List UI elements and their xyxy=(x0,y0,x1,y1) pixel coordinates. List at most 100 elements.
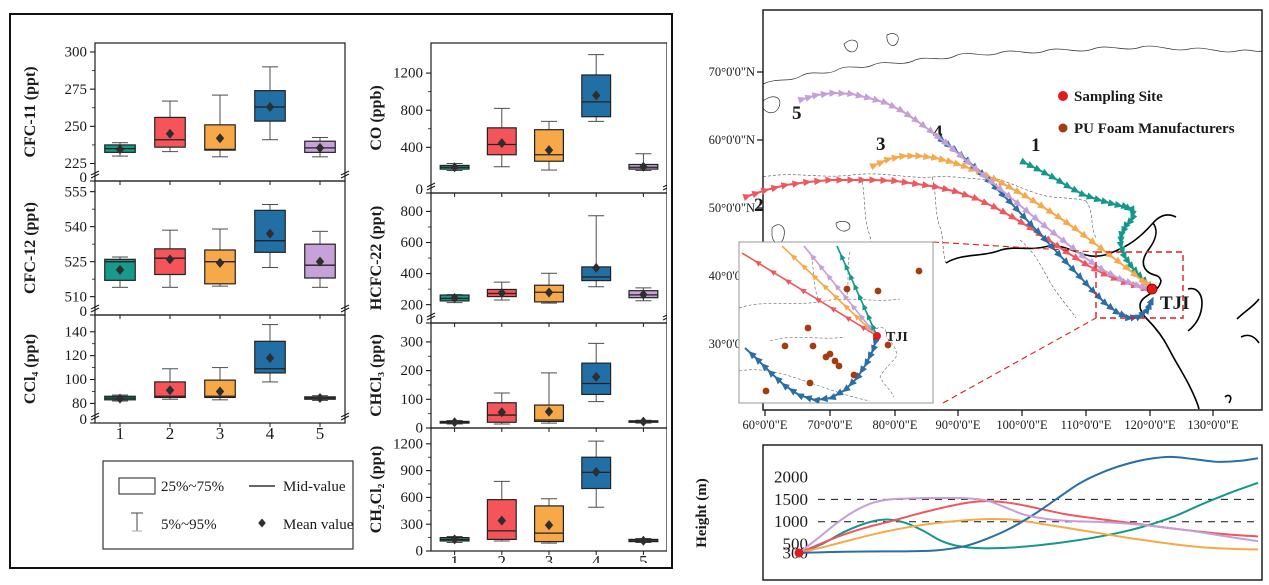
lon-tick-label: 100°0'0"E xyxy=(996,418,1048,430)
mean-marker xyxy=(544,406,554,417)
bold-coastline xyxy=(1139,222,1200,410)
zero-label: 0 xyxy=(80,170,88,186)
height-tick-label: 500 xyxy=(783,535,809,554)
x-category-label: 3 xyxy=(545,552,554,563)
mean-marker xyxy=(592,371,601,382)
mean-marker xyxy=(265,353,275,364)
legend-whisker-label: 5%~95% xyxy=(161,517,217,533)
height-line-4 xyxy=(798,455,1259,554)
inset-map xyxy=(738,241,934,404)
mean-marker xyxy=(315,393,325,404)
inset-trajectory xyxy=(836,245,878,337)
manufacturer-dot xyxy=(781,342,789,350)
height-tick-label: 2000 xyxy=(774,468,808,487)
inset-trajectory-blue xyxy=(744,335,880,403)
mean-marker xyxy=(265,228,275,239)
zoom-connector-line xyxy=(942,317,1097,404)
mean-marker xyxy=(639,535,648,546)
y-tick-label: 400 xyxy=(401,140,424,156)
mean-marker xyxy=(592,90,601,101)
manufacturer-dot xyxy=(806,379,814,387)
x-category-label: 3 xyxy=(216,424,225,443)
y-tick-label: 100 xyxy=(401,392,424,408)
y-tick-label: 800 xyxy=(401,103,424,119)
y-tick-label: 275 xyxy=(65,82,88,98)
trajectory-number-label: 3 xyxy=(876,134,886,155)
manufacturer-dot xyxy=(809,342,817,350)
height-profile-plot: 200015001000500300Height (m) xyxy=(694,444,1263,581)
y-tick-label: 120 xyxy=(65,348,88,364)
mean-marker xyxy=(639,289,648,300)
y-axis-label: HCFC-22 (ppt) xyxy=(368,206,385,310)
y-tick-label: 0 xyxy=(416,544,424,560)
legend-manufacturers-label: PU Foam Manufacturers xyxy=(1074,121,1235,137)
inset-site-dot xyxy=(873,332,881,340)
legend-mean-label: Mean value xyxy=(283,517,354,533)
manufacturer-dot xyxy=(884,341,892,349)
axis-break-mark xyxy=(90,304,100,310)
country-border xyxy=(1085,200,1097,239)
manufacturer-dot xyxy=(915,267,923,275)
y-tick-label: 800 xyxy=(401,204,424,220)
trajectory-5 xyxy=(797,89,1154,292)
zero-label: 0 xyxy=(416,312,424,328)
mean-marker xyxy=(165,254,175,265)
coastline xyxy=(843,39,858,53)
y-axis-label: CHCl₃ (ppt) xyxy=(368,334,385,417)
mean-marker xyxy=(497,407,506,418)
mean-marker xyxy=(544,145,554,156)
trajectory-number-label: 2 xyxy=(754,195,764,216)
mean-marker xyxy=(497,288,506,299)
country-border xyxy=(931,176,947,264)
zero-label: 0 xyxy=(416,182,424,198)
site-label: TJI xyxy=(1160,293,1190,314)
coastline xyxy=(762,45,1263,85)
x-category-label: 5 xyxy=(316,424,325,443)
mean-marker xyxy=(315,256,325,267)
inset-border-line xyxy=(875,327,897,398)
mean-marker xyxy=(115,144,125,155)
zoom-connector-line xyxy=(932,241,1097,253)
lon-tick-label: 80°0'0"E xyxy=(873,418,918,430)
height-line-5 xyxy=(798,497,1259,554)
y-tick-label: 200 xyxy=(401,297,424,313)
map-and-height-figure: 70°0'0"N 60°0'0"N 50°0'0"N 40°0'0"N 30°0'0"N… xyxy=(690,0,1269,585)
y-tick-label: 510 xyxy=(65,289,88,305)
y-tick-label: 555 xyxy=(65,184,88,200)
height-frame xyxy=(762,444,1263,581)
mean-marker xyxy=(497,515,506,526)
mean-marker xyxy=(497,138,506,149)
lon-tick-label: 90°0'0"E xyxy=(936,418,981,430)
coastline xyxy=(771,224,785,244)
legend-sampling-site-label: Sampling Site xyxy=(1074,89,1163,105)
lat-tick-label: 60°0'0"N xyxy=(709,133,755,147)
x-category-label: 1 xyxy=(116,424,125,443)
lon-tick-label: 60°0'0"E xyxy=(743,418,788,430)
mean-marker xyxy=(165,128,175,139)
manufacturer-dot xyxy=(762,387,770,395)
y-tick-label: 225 xyxy=(65,156,88,172)
y-tick-label: 540 xyxy=(65,219,88,235)
y-tick-label: 1200 xyxy=(393,436,423,452)
y-axis-label: CO (ppb) xyxy=(368,85,385,150)
legend-manufacturers-dot xyxy=(1058,123,1068,133)
lon-tick-label: 110°0'0"E xyxy=(1061,418,1112,430)
mean-marker xyxy=(450,292,459,303)
mean-marker xyxy=(215,133,225,144)
y-axis-label: CCl₄ (ppt) xyxy=(22,334,39,404)
y-axis-label: CFC-11 (ppt) xyxy=(22,66,39,157)
coastline xyxy=(886,33,899,46)
axis-break-mark xyxy=(426,182,436,188)
manufacturer-dot xyxy=(843,285,851,293)
y-tick-label: 200 xyxy=(401,363,424,379)
axis-break-mark xyxy=(426,312,436,318)
mean-marker xyxy=(165,385,175,396)
box-iqr xyxy=(486,499,517,540)
x-category-label: 2 xyxy=(166,424,175,443)
legend-mid-label: Mid-value xyxy=(283,479,346,495)
mean-marker xyxy=(592,262,601,273)
y-tick-label: 100 xyxy=(65,372,88,388)
mean-marker xyxy=(265,102,275,112)
height-start-dot xyxy=(794,548,804,558)
